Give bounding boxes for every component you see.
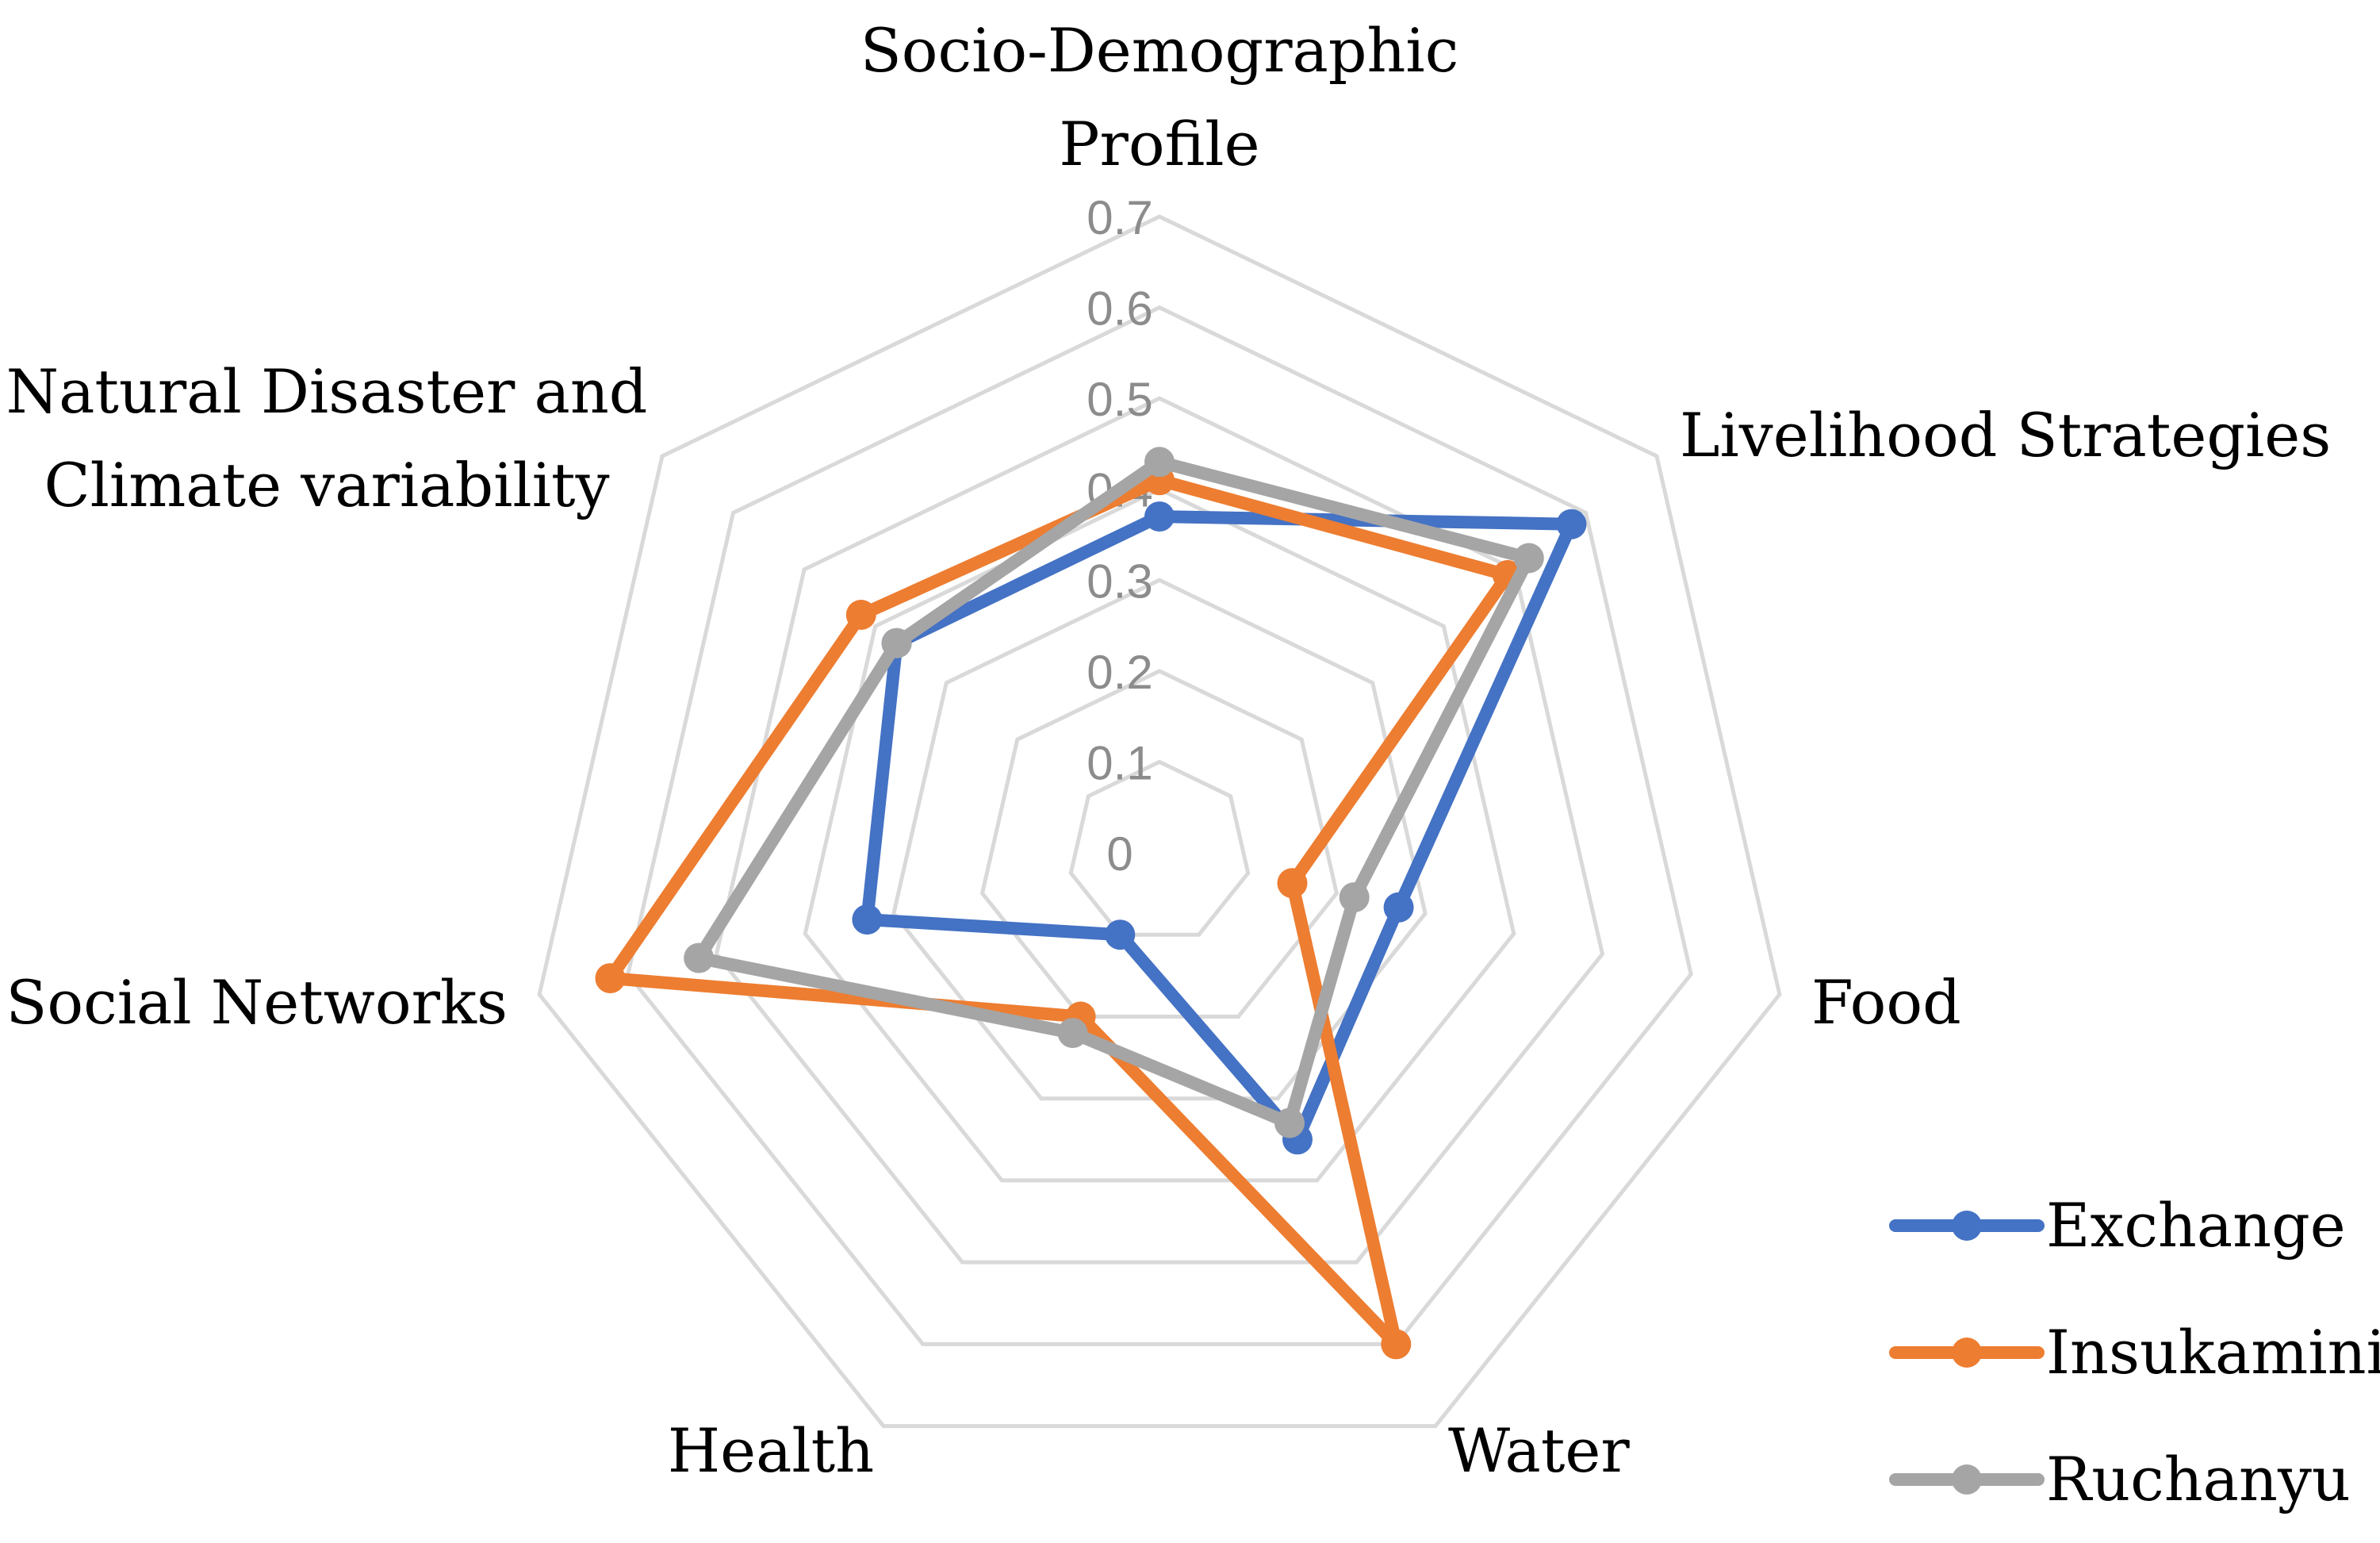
data-point-exchange-livelihood-strategies (1556, 509, 1587, 539)
grid-ring-5 (714, 396, 1605, 1265)
legend-label-insukamini: Insukamini (2046, 1317, 2380, 1388)
series-ruchanyu (684, 447, 1544, 1138)
tick-label: 0.3 (1087, 555, 1152, 608)
series-insukamini (595, 465, 1523, 1360)
axis-label-natural-disaster-and-climate-variability-line-2: Climate variability (44, 450, 609, 520)
legend: Exchange Insukamini Ruchanyu (1889, 1190, 2380, 1514)
tick-label: 0.2 (1087, 646, 1152, 699)
tick-label: 0.7 (1087, 191, 1152, 244)
data-point-insukamini-food (1277, 868, 1308, 899)
axis-label-water: Water (1448, 1415, 1630, 1486)
data-point-exchange-social-networks (852, 904, 883, 935)
legend-item-insukamini: Insukamini (1889, 1317, 2380, 1388)
radar-grid (537, 214, 1782, 1429)
axis-label-natural-disaster-and-climate-variability-line-1: Natural Disaster and (6, 356, 648, 427)
data-point-ruchanyu-food (1339, 882, 1370, 913)
data-point-ruchanyu-socio-demographic-profile (1144, 447, 1175, 478)
legend-label-ruchanyu: Ruchanyu (2046, 1444, 2351, 1514)
tick-label: 0.5 (1087, 373, 1152, 426)
data-point-ruchanyu-water (1274, 1107, 1305, 1138)
series-line-insukamini (604, 474, 1514, 1351)
series-exchange (852, 501, 1587, 1155)
axis-label-livelihood-strategies: Livelihood Strategies (1680, 400, 2331, 470)
grid-ring-4 (803, 486, 1516, 1183)
tick-label: 0.6 (1087, 282, 1152, 336)
grid-ring-7 (537, 214, 1782, 1429)
grid-ring-6 (626, 305, 1693, 1346)
axis-label-socio-demographic-profile-line-2: Profile (1059, 109, 1259, 179)
legend-marker-exchange (1952, 1211, 1982, 1241)
axis-label-socio-demographic-profile-line-1: Socio-Demographic (860, 15, 1459, 86)
legend-item-exchange: Exchange (1889, 1190, 2346, 1261)
grid-ring-1 (1068, 759, 1251, 937)
legend-marker-insukamini (1952, 1338, 1982, 1368)
axis-label-health: Health (668, 1415, 874, 1486)
grid-ring-2 (979, 669, 1339, 1019)
data-point-exchange-food (1383, 892, 1414, 923)
data-point-ruchanyu-health (1057, 1018, 1088, 1049)
legend-marker-ruchanyu (1952, 1464, 1982, 1495)
data-point-insukamini-natural-disaster-and-climate-variability (845, 600, 876, 630)
axis-labels: Socio-Demographic Profile Livelihood Strat… (6, 15, 2331, 1486)
tick-label: 0.1 (1087, 736, 1152, 789)
series-line-ruchanyu (692, 455, 1535, 1130)
axis-label-social-networks: Social Networks (6, 967, 508, 1038)
data-point-ruchanyu-livelihood-strategies (1513, 543, 1544, 574)
tick-label: 0 (1106, 827, 1133, 881)
data-point-ruchanyu-social-networks (684, 942, 715, 973)
data-point-exchange-health (1105, 919, 1136, 950)
data-point-exchange-socio-demographic-profile (1144, 501, 1175, 532)
data-point-insukamini-water (1381, 1329, 1412, 1360)
legend-item-ruchanyu: Ruchanyu (1889, 1444, 2351, 1514)
series-line-exchange (860, 510, 1578, 1146)
legend-label-exchange: Exchange (2046, 1190, 2346, 1261)
radial-tick-labels: 00.10.20.30.40.50.60.7 (1087, 191, 1152, 881)
data-point-ruchanyu-natural-disaster-and-climate-variability (881, 628, 912, 658)
data-point-insukamini-social-networks (595, 963, 626, 994)
series-lines (595, 447, 1587, 1360)
axis-label-food: Food (1811, 967, 1961, 1038)
